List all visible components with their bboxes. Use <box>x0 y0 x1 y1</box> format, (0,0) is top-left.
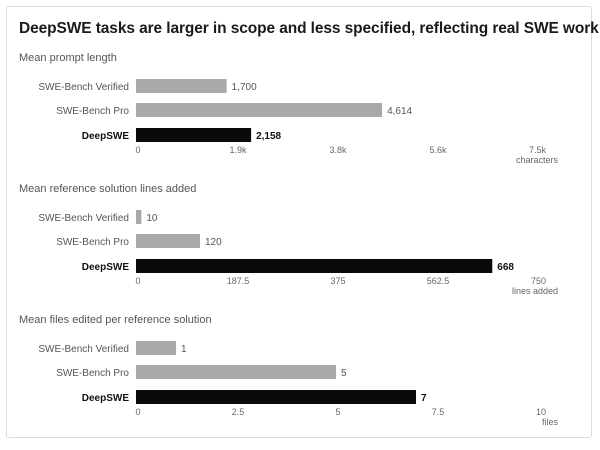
value-label: 2,158 <box>256 131 281 142</box>
chart-subtitle: Mean files edited per reference solution <box>19 314 212 326</box>
x-tick-label: 10 <box>536 407 546 417</box>
category-label: SWE-Bench Verified <box>38 344 129 355</box>
bar-swe-bench-verified <box>136 210 142 224</box>
x-axis-unit-label: characters <box>516 155 559 165</box>
x-tick-label: 7.5k <box>529 145 547 155</box>
bar-swe-bench-verified <box>136 79 227 93</box>
bar-deepswe <box>136 390 416 404</box>
value-label: 120 <box>205 237 222 248</box>
x-tick-label: 1.9k <box>229 145 247 155</box>
bar-deepswe <box>136 128 252 142</box>
figure-title: DeepSWE tasks are larger in scope and le… <box>19 20 599 37</box>
bar-swe-bench-pro <box>136 234 200 248</box>
chart-subtitle: Mean prompt length <box>19 52 117 64</box>
x-tick-label: 750 <box>531 276 546 286</box>
chart-subtitle: Mean reference solution lines added <box>19 183 196 195</box>
x-axis-unit-label: lines added <box>512 286 558 296</box>
category-label: DeepSWE <box>82 262 130 273</box>
category-label: SWE-Bench Pro <box>56 237 129 248</box>
category-label: DeepSWE <box>82 131 130 142</box>
x-tick-label: 562.5 <box>427 276 450 286</box>
bar-swe-bench-pro <box>136 103 383 117</box>
bar-swe-bench-verified <box>136 341 176 355</box>
category-label: SWE-Bench Verified <box>38 82 129 93</box>
value-label: 1 <box>181 344 187 355</box>
value-label: 10 <box>146 213 158 224</box>
x-tick-label: 5.6k <box>429 145 447 155</box>
bar-swe-bench-pro <box>136 365 336 379</box>
x-tick-label: 0 <box>135 276 140 286</box>
x-tick-label: 7.5 <box>432 407 445 417</box>
x-tick-label: 5 <box>335 407 340 417</box>
x-tick-label: 187.5 <box>227 276 250 286</box>
x-tick-label: 3.8k <box>329 145 347 155</box>
category-label: SWE-Bench Pro <box>56 368 129 379</box>
value-label: 668 <box>497 262 514 273</box>
x-axis-unit-label: files <box>542 417 559 427</box>
x-tick-label: 0 <box>135 407 140 417</box>
value-label: 1,700 <box>232 82 257 93</box>
category-label: SWE-Bench Pro <box>56 106 129 117</box>
x-tick-label: 0 <box>135 145 140 155</box>
x-tick-label: 2.5 <box>232 407 245 417</box>
bar-deepswe <box>136 259 493 273</box>
x-tick-label: 375 <box>330 276 345 286</box>
value-label: 4,614 <box>387 106 412 117</box>
category-label: DeepSWE <box>82 393 130 404</box>
value-label: 7 <box>421 393 427 404</box>
value-label: 5 <box>341 368 347 379</box>
category-label: SWE-Bench Verified <box>38 213 129 224</box>
